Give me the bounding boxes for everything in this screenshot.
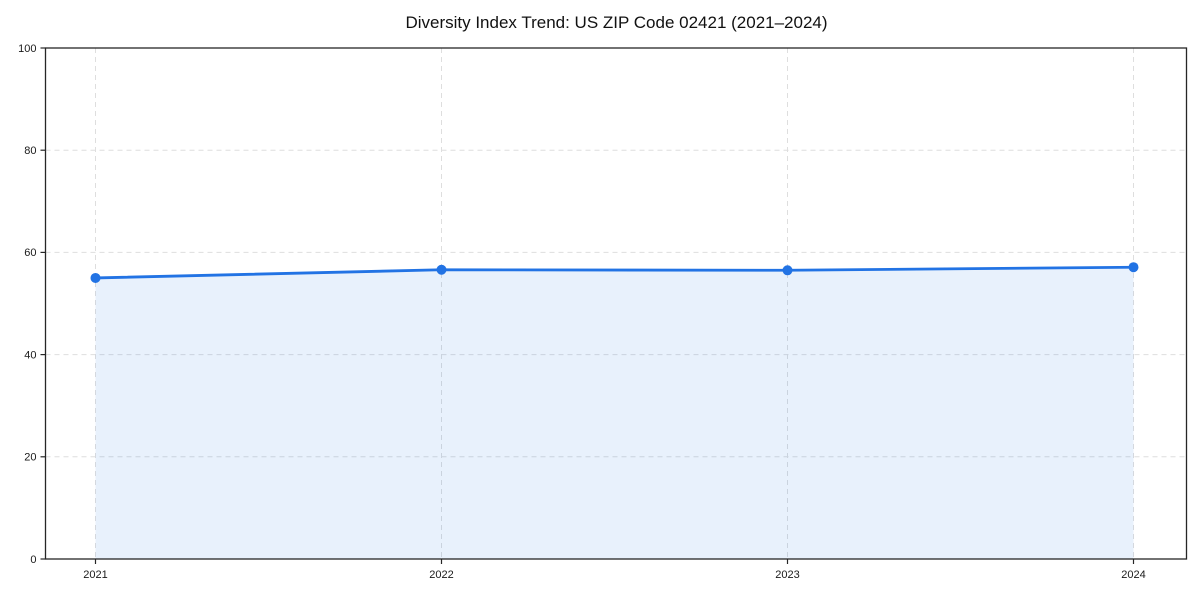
y-axis-tick-label: 20: [24, 452, 36, 464]
y-axis-tick-label: 0: [30, 554, 36, 566]
x-axis-tick-label: 2024: [1121, 569, 1145, 581]
plot-border: [44, 47, 1188, 560]
y-axis-tick-label: 100: [18, 43, 36, 55]
y-axis-tick-label: 80: [24, 145, 36, 157]
x-axis-tick-label: 2022: [429, 569, 453, 581]
area-fill: [95, 267, 1134, 559]
data-point-marker: [436, 264, 447, 275]
x-axis-tick-label: 2023: [775, 569, 799, 581]
y-axis-tick-label: 40: [24, 349, 36, 361]
data-point-marker: [1128, 262, 1139, 273]
trend-line: [94, 265, 1135, 280]
y-axis-tick-label: 60: [24, 247, 36, 259]
data-point-marker: [90, 272, 101, 283]
x-axis-tick-label: 2021: [83, 569, 107, 581]
chart-title: Diversity Index Trend: US ZIP Code 02421…: [405, 13, 828, 32]
data-point-marker: [782, 265, 793, 276]
